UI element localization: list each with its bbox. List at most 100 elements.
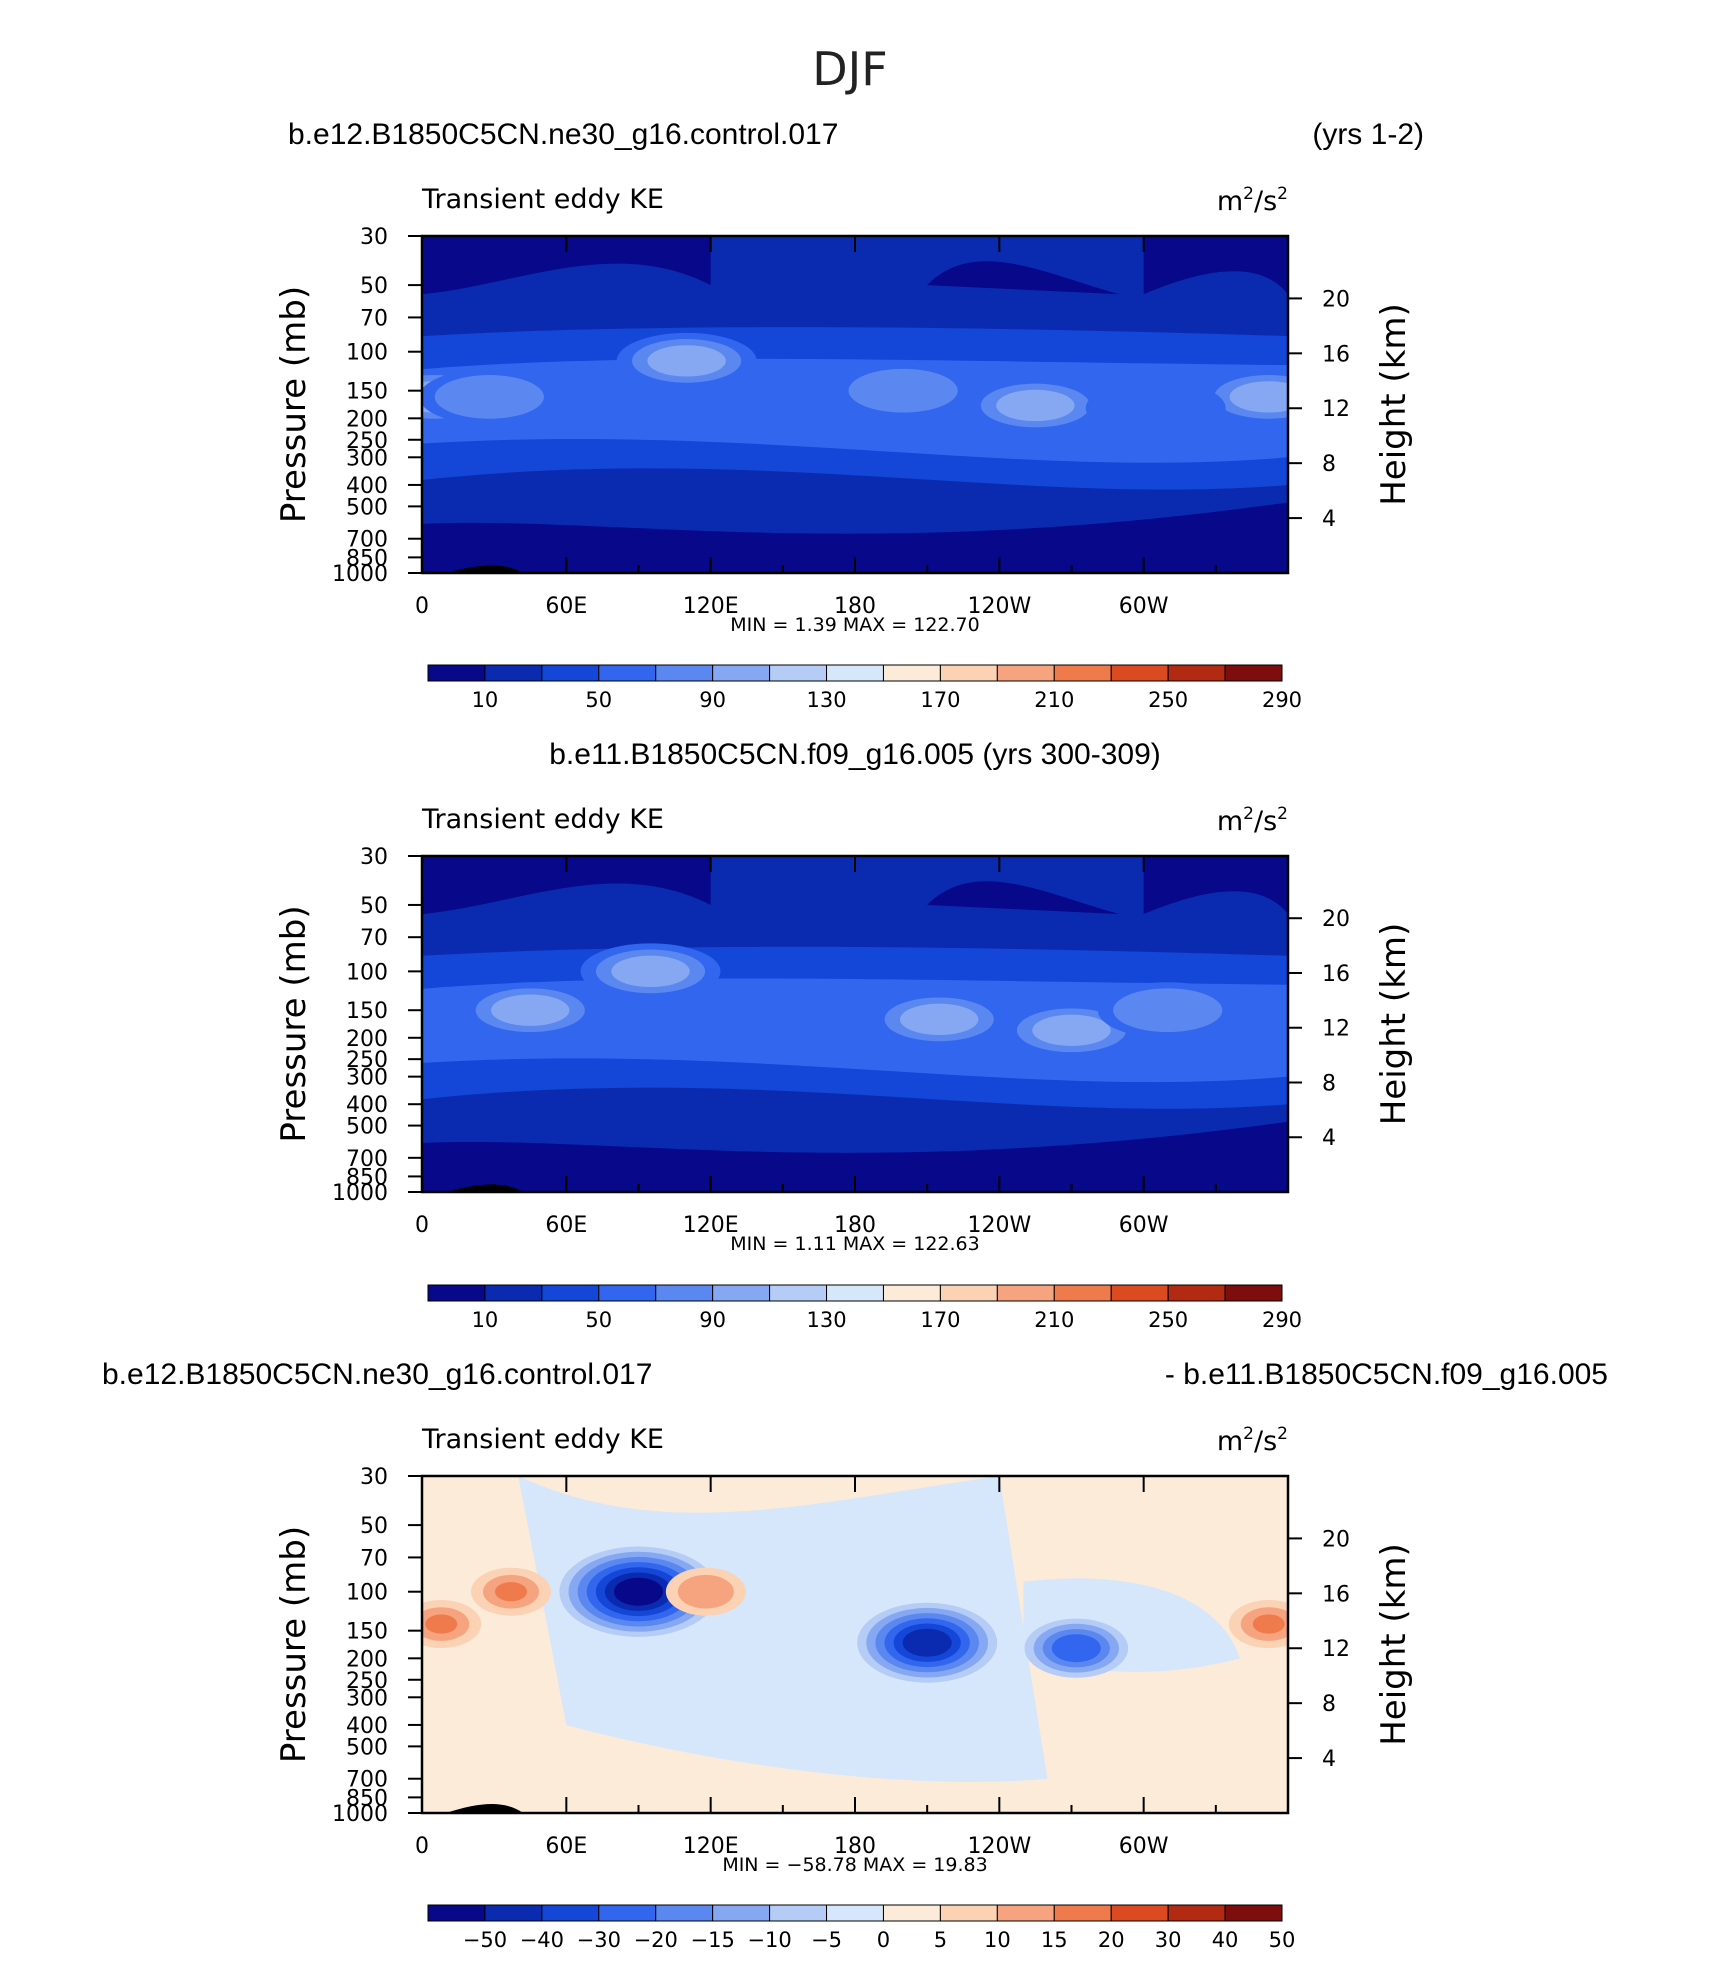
colorbar-swatch [598, 1904, 657, 1922]
colorbar-label: −10 [747, 1928, 791, 1952]
y-tick-label: 700 [346, 1147, 388, 1172]
low-level-band [422, 502, 1288, 573]
y-tick-label: 300 [346, 446, 388, 471]
right-tick-label: 12 [1322, 1637, 1350, 1662]
right-tick-label: 12 [1322, 397, 1350, 422]
min-value: −58.78 [780, 1854, 856, 1876]
colorbar-swatch [996, 1904, 1055, 1922]
units-mid: /s [1254, 1426, 1277, 1457]
y-axis-label: Pressure (mb) [274, 905, 314, 1142]
y-tick-label: 30 [360, 225, 388, 250]
variable-label: Transient eddy KE [421, 1424, 664, 1455]
contour-field [422, 856, 1288, 1192]
colorbar-label: 250 [1148, 1308, 1188, 1332]
colorbar-swatch [1110, 1904, 1169, 1922]
x-tick-label: 0 [415, 594, 429, 619]
colorbar-label: −20 [634, 1928, 678, 1952]
colorbar-swatch [826, 1284, 884, 1302]
colorbar-swatch [1167, 664, 1226, 682]
right-tick-label: 16 [1322, 342, 1350, 367]
units-sup: 2 [1243, 184, 1254, 204]
colorbar-swatch [1224, 1904, 1283, 1922]
colorbar-swatch [769, 1284, 828, 1302]
contour-feature [1229, 381, 1288, 413]
right-tick-label: 20 [1322, 1527, 1350, 1552]
contour-field [422, 236, 1288, 573]
colorbar-label: 290 [1262, 1308, 1302, 1332]
colorbar-swatch [541, 664, 600, 682]
topography [446, 1184, 524, 1192]
y-tick-label: 250 [346, 1669, 388, 1694]
colorbar-swatch [484, 664, 543, 682]
y-tick-label: 150 [346, 999, 388, 1024]
case-title-left: b.e12.B1850C5CN.ne30_g16.control.017 [102, 1358, 652, 1391]
y-tick-label: 500 [346, 1735, 388, 1760]
right-tick-label: 8 [1322, 452, 1336, 477]
y-tick-label: 50 [360, 1514, 388, 1539]
y-tick-label: 400 [346, 1714, 388, 1739]
colorbar-label: 170 [920, 1308, 960, 1332]
colorbar-swatch [427, 664, 486, 682]
colorbar-swatch [996, 664, 1055, 682]
right-tick-label: 16 [1322, 1582, 1350, 1607]
colorbar-label: 30 [1155, 1928, 1182, 1952]
y-tick-label: 50 [360, 894, 388, 919]
units-sup: 2 [1243, 1424, 1254, 1444]
case-title-right: - b.e11.B1850C5CN.f09_g16.005 [1165, 1358, 1608, 1391]
panel-middle: b.e11.B1850C5CN.f09_g16.005 (yrs 300-309… [274, 738, 1414, 1332]
colorbar-swatch [769, 1904, 828, 1922]
contour-feature [491, 994, 570, 1026]
contour-feature [1252, 1614, 1285, 1634]
colorbar-swatch [769, 664, 828, 682]
colorbar-swatch [882, 664, 941, 682]
y-tick-label: 850 [346, 546, 388, 571]
contour-feature [1032, 1014, 1111, 1046]
y-tick-label: 300 [346, 1686, 388, 1711]
y-tick-label: 100 [346, 1581, 388, 1606]
min-label: MIN = [730, 1233, 788, 1255]
x-tick-label: 120W [967, 1834, 1031, 1859]
y-tick-label: 1000 [332, 1802, 388, 1827]
x-tick-label: 60W [1119, 1213, 1169, 1238]
contour-feature [1051, 1634, 1101, 1663]
colorbar-label: 250 [1148, 688, 1188, 712]
contour-feature [495, 1582, 528, 1602]
topography [446, 1804, 524, 1813]
y-tick-label: 70 [360, 1546, 388, 1571]
max-value: 122.70 [907, 614, 980, 636]
colorbar-label: −15 [691, 1928, 735, 1952]
max-value: 19.83 [927, 1854, 987, 1876]
colorbar-label: 10 [472, 688, 499, 712]
colorbar-label: −40 [520, 1928, 564, 1952]
y-tick-label: 400 [346, 474, 388, 499]
x-tick-label: 60W [1119, 1834, 1169, 1859]
colorbar-swatch [996, 1284, 1055, 1302]
colorbar-label: −30 [577, 1928, 621, 1952]
colorbar-swatch [826, 1904, 884, 1922]
y-tick-label: 50 [360, 274, 388, 299]
colorbar-swatch [939, 664, 998, 682]
max-label: MAX = [837, 1233, 907, 1255]
units-mid: /s [1254, 806, 1277, 837]
colorbar-swatch [427, 1284, 486, 1302]
x-tick-label: 0 [415, 1213, 429, 1238]
colorbar-label: 210 [1034, 1308, 1074, 1332]
colorbar-swatch [882, 1904, 941, 1922]
min-label: MIN = [722, 1854, 780, 1876]
units-sup: 2 [1277, 1424, 1288, 1444]
right-tick-label: 4 [1322, 1126, 1336, 1151]
x-tick-label: 120E [683, 594, 739, 619]
y-tick-label: 200 [346, 1647, 388, 1672]
y-tick-label: 150 [346, 380, 388, 405]
case-title: b.e11.B1850C5CN.f09_g16.005 (yrs 300-309… [549, 738, 1161, 771]
colorbar-swatch [882, 1284, 941, 1302]
contour-feature [899, 1003, 979, 1036]
low-level-band [422, 1121, 1288, 1192]
colorbar-swatch [1167, 1284, 1226, 1302]
contour-feature [677, 1574, 734, 1609]
x-tick-label: 120W [967, 594, 1031, 619]
x-tick-label: 0 [415, 1834, 429, 1859]
y-tick-label: 500 [346, 495, 388, 520]
stratosphere-band [422, 236, 711, 295]
y-tick-label: 250 [346, 1048, 388, 1073]
